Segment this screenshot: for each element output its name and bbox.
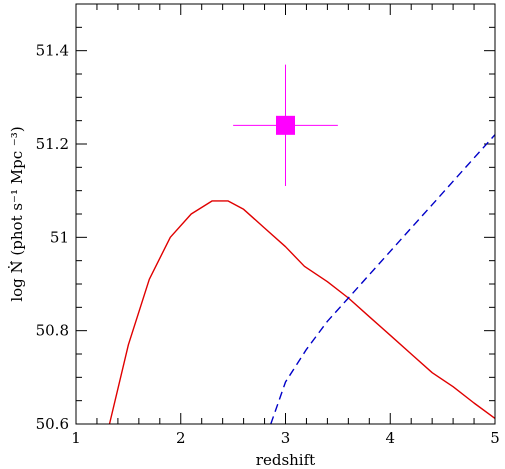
observed-data-point bbox=[233, 64, 338, 186]
x-tick-label: 5 bbox=[490, 429, 500, 447]
x-tick-label: 4 bbox=[385, 429, 395, 447]
y-tick-label: 51.2 bbox=[36, 135, 69, 153]
y-tick-label: 50.8 bbox=[36, 322, 69, 340]
dashed-curve bbox=[270, 134, 496, 425]
x-axis-label: redshift bbox=[256, 451, 315, 469]
plot-series bbox=[108, 134, 496, 425]
axis-ticks bbox=[75, 3, 496, 425]
solid-curve bbox=[108, 200, 496, 425]
y-tick-label: 50.6 bbox=[36, 415, 69, 433]
y-tick-label: 51.4 bbox=[36, 42, 69, 60]
y-axis-label: log Ṅ́ (phot s⁻¹ Mpc ⁻³) bbox=[8, 126, 26, 301]
plot-frame bbox=[75, 3, 496, 425]
x-tick-label: 2 bbox=[176, 429, 186, 447]
x-tick-label: 1 bbox=[71, 429, 81, 447]
tick-labels: 1 2 3 4 5 50.6 50.8 51 51.2 51.4 bbox=[36, 42, 500, 447]
y-tick-label: 51 bbox=[50, 228, 69, 246]
x-tick-label: 3 bbox=[281, 429, 291, 447]
data-point-marker bbox=[276, 115, 295, 135]
